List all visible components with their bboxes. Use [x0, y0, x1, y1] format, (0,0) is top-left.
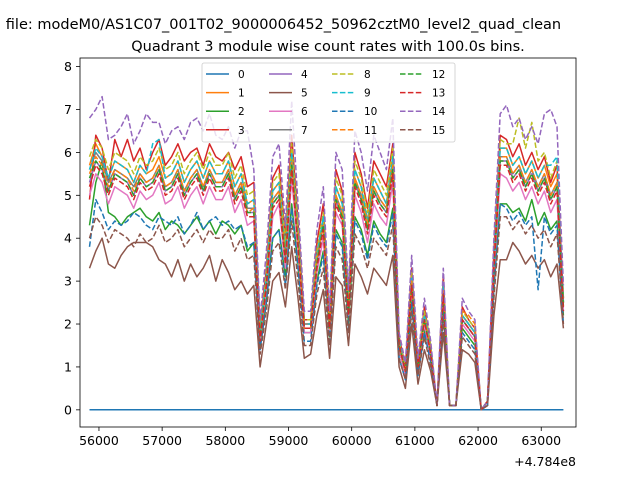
legend-label-2: 2: [238, 106, 245, 118]
y-tick-label: 0: [64, 402, 72, 417]
x-tick-label: 62000: [458, 433, 498, 448]
legend-box: [201, 62, 456, 143]
legend-label-7: 7: [301, 125, 308, 137]
x-tick-label: 60000: [332, 433, 372, 448]
legend-label-11: 11: [364, 125, 377, 137]
y-tick-label: 6: [64, 145, 72, 160]
y-tick-label: 8: [64, 59, 72, 74]
y-tick-label: 7: [64, 102, 72, 117]
y-tick-label: 2: [64, 317, 72, 332]
x-tick-label: 56000: [79, 433, 119, 448]
legend-label-9: 9: [364, 88, 371, 100]
legend-label-14: 14: [432, 106, 446, 118]
series-line-14: [88, 95, 565, 411]
legend-label-13: 13: [432, 88, 445, 100]
axes-ticks: 56000 57000 58000 59000 60000 61000 62000 63000…: [64, 59, 561, 448]
legend-label-6: 6: [301, 106, 308, 118]
y-tick-label: 1: [64, 359, 72, 374]
legend-label-0: 0: [238, 69, 245, 81]
legend-label-4: 4: [301, 69, 308, 81]
legend-label-10: 10: [364, 106, 377, 118]
axes-frame: [79, 57, 577, 428]
chart-title: Quadrant 3 module wise count rates with …: [131, 39, 525, 55]
series-lines: [88, 95, 565, 411]
x-tick-label: 61000: [395, 433, 435, 448]
x-offset-label: +4.784e8: [514, 454, 576, 469]
x-tick-label: 57000: [142, 433, 182, 448]
x-tick-label: 58000: [205, 433, 245, 448]
series-line-10: [88, 198, 565, 411]
series-line-13: [88, 164, 565, 411]
legend-label-15: 15: [432, 125, 445, 137]
x-tick-label: 63000: [521, 433, 561, 448]
plot-area: [79, 57, 577, 428]
legend-label-5: 5: [301, 88, 308, 100]
legend-label-12: 12: [432, 69, 445, 81]
legend-label-8: 8: [364, 69, 371, 81]
y-tick-label: 5: [64, 188, 72, 203]
x-tick-label: 59000: [269, 433, 309, 448]
series-line-15: [88, 216, 565, 411]
legend-label-3: 3: [238, 125, 245, 137]
legend-label-1: 1: [238, 88, 245, 100]
figure-suptitle: n file: modeM0/AS1C07_001T02_9000006452_…: [0, 17, 561, 33]
y-tick-label: 3: [64, 274, 72, 289]
y-tick-label: 4: [64, 231, 72, 246]
